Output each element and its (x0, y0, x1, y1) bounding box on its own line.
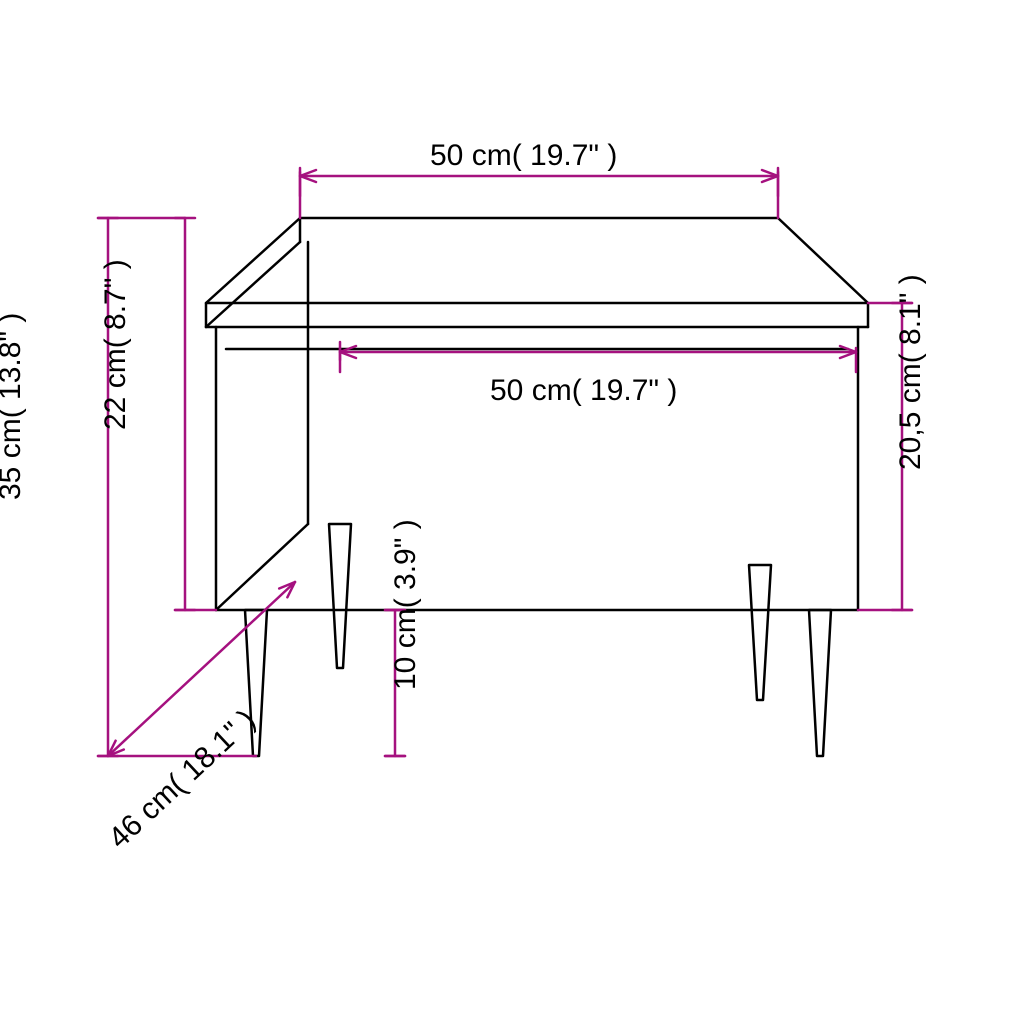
dimension-label: 50 cm( 19.7" ) (430, 139, 617, 172)
leg-back-left (329, 524, 351, 668)
dimensions-layer (98, 168, 912, 756)
dimension-label: 20,5 cm( 8.1" ) (894, 274, 927, 470)
dimension-label: 35 cm( 13.8" ) (0, 313, 27, 500)
dimension-label: 46 cm( 18.1" ) (102, 703, 262, 855)
dimension-drawing: 50 cm( 19.7" ) 50 cm( 19.7" ) 35 cm( 13.8"… (0, 0, 1024, 1024)
table-outline (206, 218, 868, 756)
leg-front-right (809, 610, 831, 756)
dimension (175, 218, 195, 610)
dimension-label: 22 cm( 8.7" ) (99, 259, 132, 430)
dimension (108, 582, 295, 756)
dimension-label: 10 cm( 3.9" ) (389, 519, 422, 690)
leg-back-right (749, 565, 771, 700)
dimension-label: 50 cm( 19.7" ) (490, 374, 677, 407)
dimension (300, 170, 778, 196)
